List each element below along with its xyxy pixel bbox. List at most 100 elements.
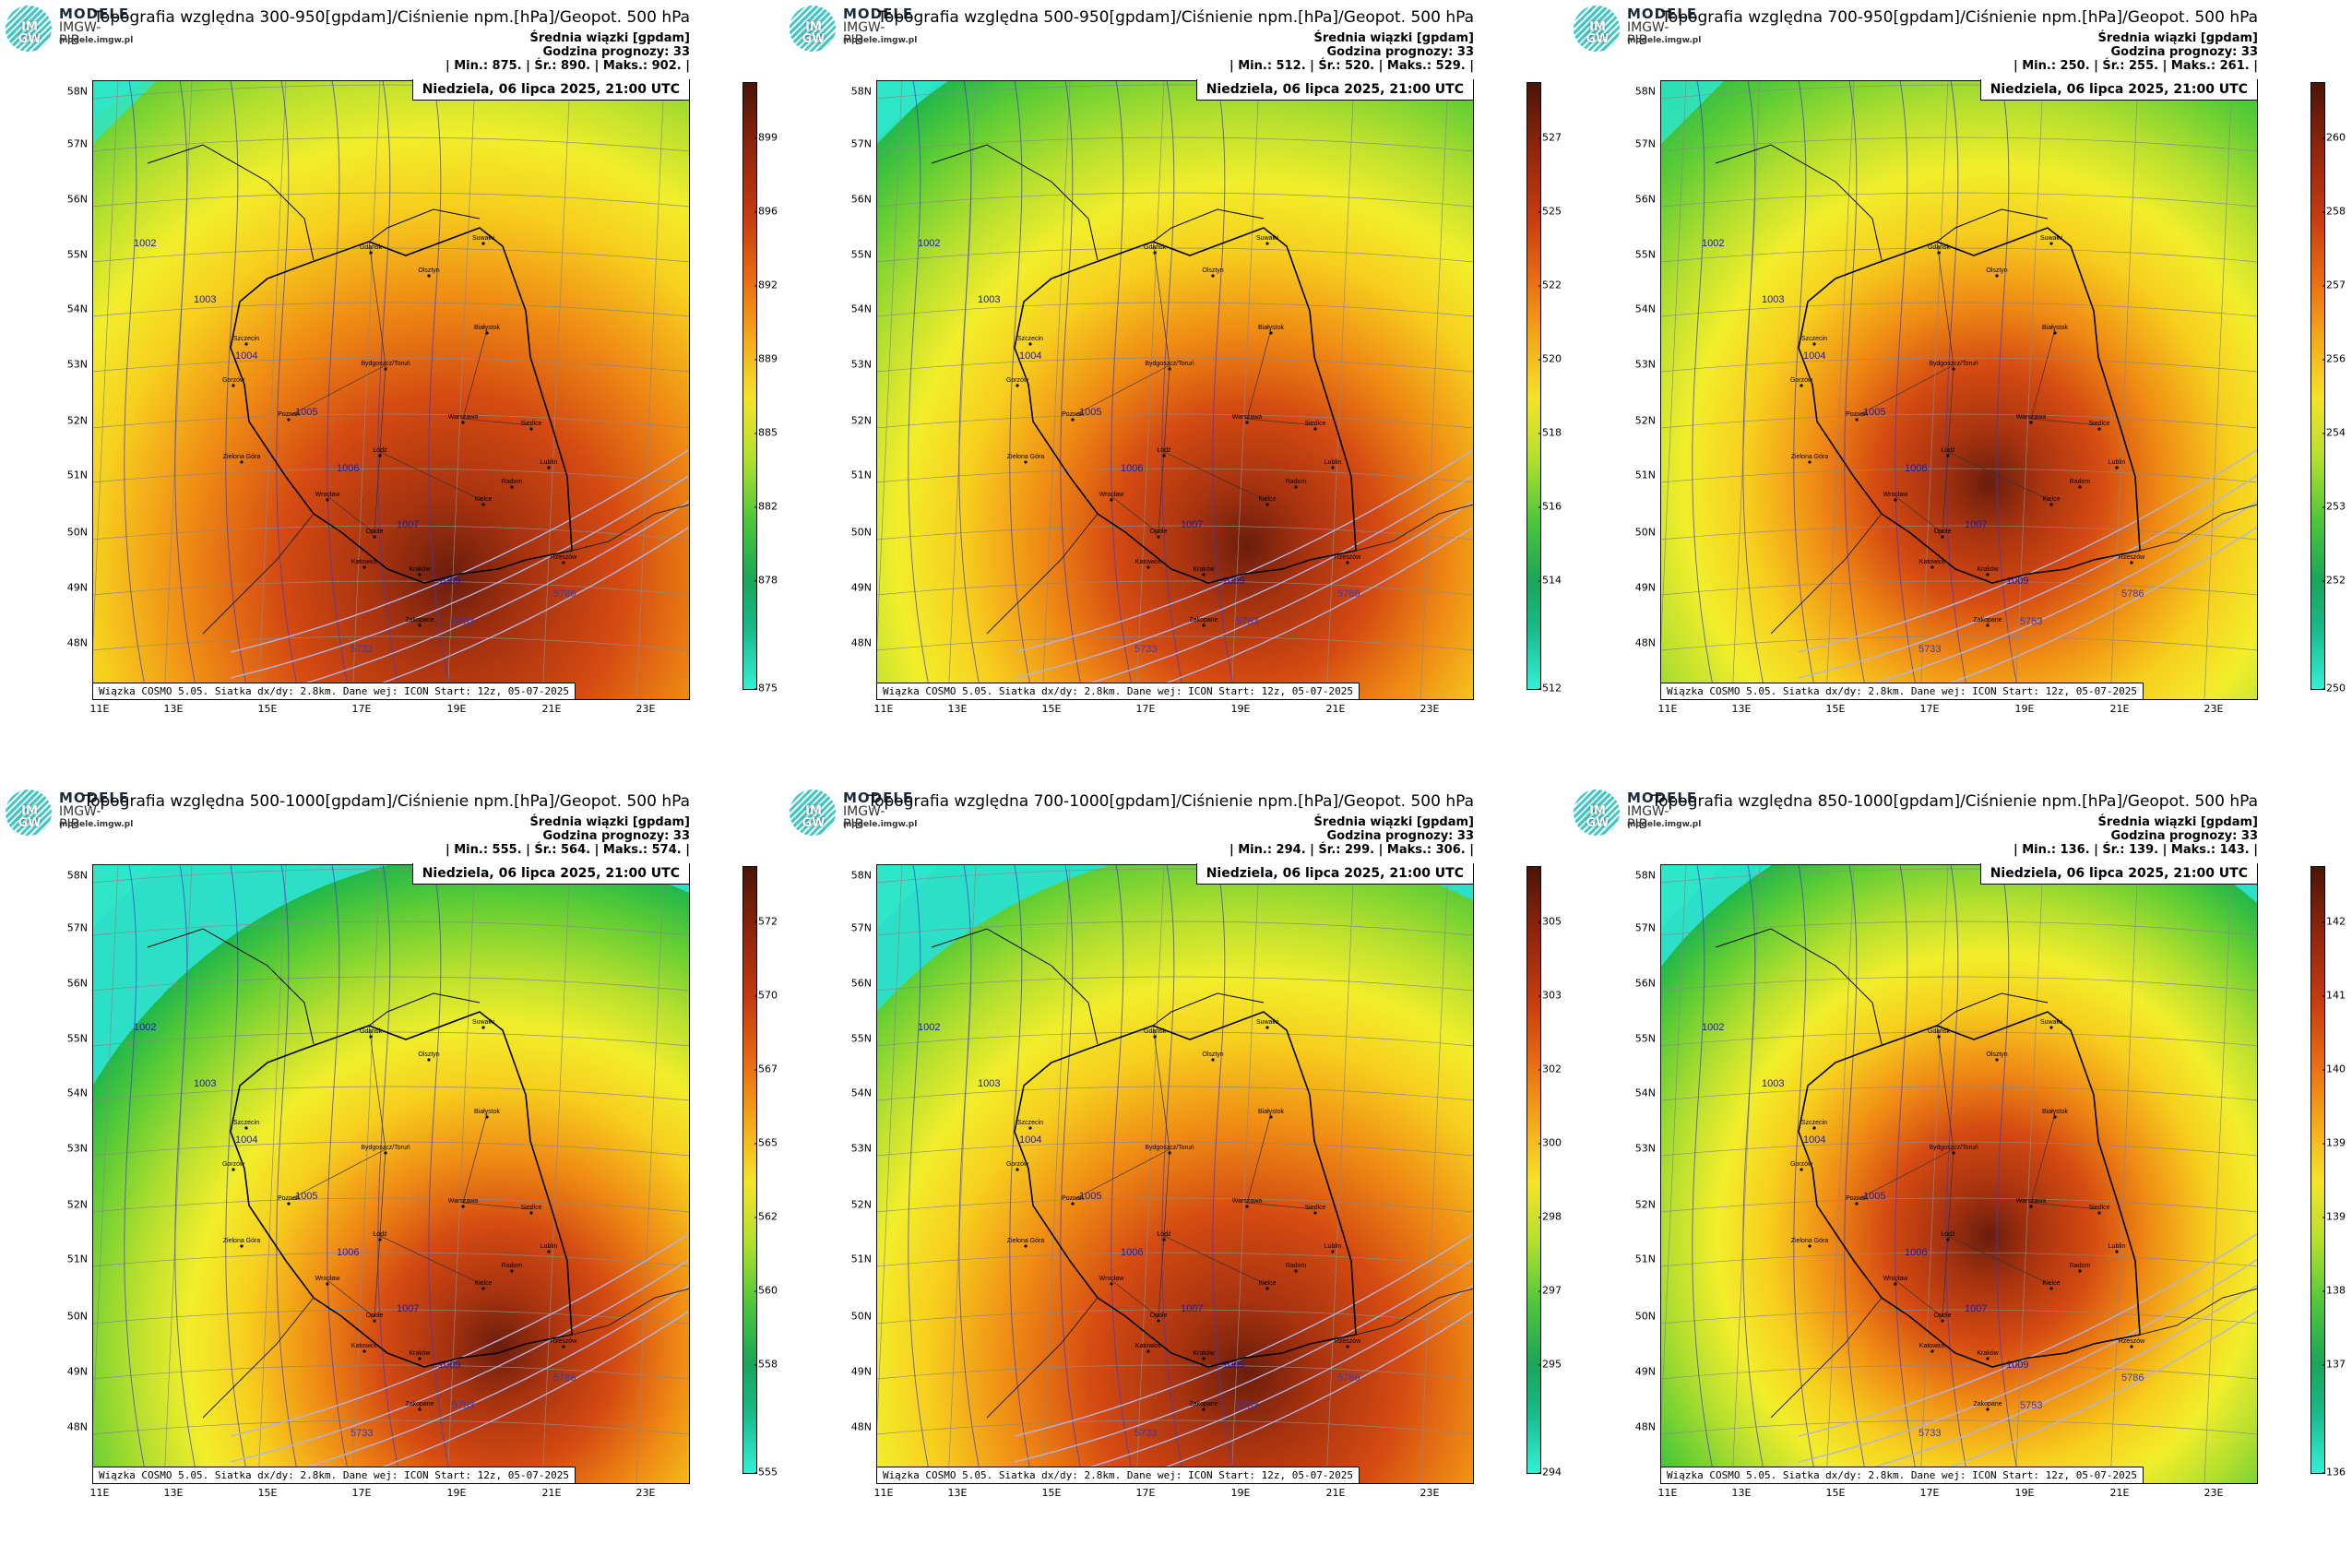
longitude-label: 21E (2109, 703, 2130, 715)
field-shading (1660, 80, 2258, 700)
city-label: Radom (502, 479, 523, 485)
geopotential-label: 5753 (452, 1400, 474, 1411)
city-label: Rzeszów (2119, 554, 2145, 561)
latitude-label: 50N (1634, 1310, 1656, 1323)
logo-initials: IM GW (1586, 20, 1610, 46)
city-marker (510, 485, 514, 489)
stats-label: | Min.: 294. | Śr.: 299. | Maks.: 306. | (1229, 843, 1474, 857)
model-info-footer: Wiązka COSMO 5.05. Siatka dx/dy: 2.8km. … (876, 1467, 1360, 1484)
forecast-map[interactable]: 1002 1003 1004 1005 1006 1007 1009 5733 5753 5786… (1660, 80, 2258, 700)
city-marker (1110, 1282, 1113, 1286)
city-marker (1986, 1408, 1990, 1411)
color-scale-tick: 303 (1538, 989, 1562, 1002)
latitude-label: 58N (850, 85, 872, 98)
city-marker (485, 331, 489, 335)
isobar-label: 1007 (1181, 1303, 1203, 1314)
city-label: Opole (366, 1313, 384, 1319)
geopotential-contour (1014, 1258, 1474, 1463)
forecast-map[interactable]: 1002 1003 1004 1005 1006 1007 1009 5733 5753 5786… (92, 864, 690, 1484)
latitude-label: 49N (850, 581, 872, 594)
latitude-label: 55N (850, 1032, 872, 1045)
color-scale-tick: 297 (1538, 1284, 1562, 1297)
coastline (931, 928, 1265, 1045)
latitude-gridline (92, 636, 690, 651)
latitude-label: 51N (66, 1253, 88, 1265)
city-marker (1294, 1269, 1298, 1273)
imgw-logo-icon (790, 790, 836, 836)
longitude-label: 15E (257, 1487, 278, 1499)
isobar-label: 1006 (1121, 463, 1143, 474)
isobar-label: 1009 (2006, 1360, 2028, 1371)
logo-url: modele.imgw.pl (1627, 820, 1702, 829)
city-label: Katowice (1135, 559, 1162, 565)
latitude-gridline (1660, 247, 2258, 263)
longitude-label: 17E (351, 1487, 372, 1499)
city-marker (481, 1026, 485, 1029)
city-label: Białystok (474, 325, 501, 331)
logo-initials: IM GW (802, 20, 826, 46)
latitude-gridline (92, 580, 690, 596)
color-scale-tick: 257 (2322, 279, 2346, 291)
city-label: Suwałki (1256, 1019, 1279, 1026)
latitude-gridline (92, 1420, 690, 1435)
forecast-map[interactable]: 1002 1003 1004 1005 1006 1007 1009 5733 5753 5786… (876, 80, 1474, 700)
city-marker (2049, 242, 2053, 245)
longitude-label: 19E (446, 703, 467, 715)
city-marker (378, 1238, 382, 1241)
latitude-gridline (1660, 636, 2258, 651)
isobar-line (1212, 80, 1237, 700)
isobar-line (908, 80, 932, 700)
latitude-gridline (876, 247, 1474, 263)
city-label: Katowice (351, 1343, 378, 1349)
isobar-label: 1005 (295, 1191, 317, 1202)
imgw-logo[interactable]: IM GW MODELE IMGW-PIB modele.imgw.pl (1574, 6, 1701, 52)
city-label: Siedlce (2089, 421, 2110, 427)
isobar-label: 1005 (1079, 1191, 1101, 1202)
voivodeship-border (1111, 1279, 1159, 1318)
geopotential-label: 5733 (1918, 1428, 1941, 1439)
voivodeship-border (379, 1148, 386, 1237)
imgw-logo[interactable]: IM GW MODELE IMGW-PIB modele.imgw.pl (1574, 790, 1701, 836)
color-scale-tick: 139 (2322, 1210, 2346, 1223)
isobar-line (1161, 80, 1186, 700)
panel-title: Topografia względna 700-950[gpdam]/Ciśni… (1661, 8, 2258, 27)
latitude-label: 55N (66, 248, 88, 261)
latitude-label: 53N (850, 358, 872, 371)
latitude-gridline (92, 1364, 690, 1380)
isobar-label: 1006 (337, 1247, 359, 1258)
imgw-logo[interactable]: IM GW MODELE IMGW-PIB modele.imgw.pl (790, 790, 917, 836)
isobar-label: 1003 (194, 294, 216, 305)
voivodeship-border (379, 451, 484, 502)
city-marker (1265, 1287, 1269, 1290)
city-marker (1265, 503, 1269, 506)
imgw-logo[interactable]: IM GW MODELE IMGW-PIB modele.imgw.pl (790, 6, 917, 52)
longitude-label: 11E (1657, 1487, 1678, 1499)
city-marker (1800, 384, 1803, 387)
voivodeship-border (1246, 1112, 1272, 1204)
city-marker (373, 1319, 376, 1323)
forecast-map[interactable]: 1002 1003 1004 1005 1006 1007 1009 5733 5753 5786… (1660, 864, 2258, 1484)
imgw-logo[interactable]: IM GW MODELE IMGW-PIB modele.imgw.pl (6, 6, 133, 52)
longitude-label: 13E (1731, 703, 1752, 715)
imgw-logo[interactable]: IM GW MODELE IMGW-PIB modele.imgw.pl (6, 790, 133, 836)
city-label: Kraków (1193, 566, 1215, 573)
coastline (1715, 144, 2049, 261)
city-marker (1028, 342, 1032, 346)
longitude-gridline (257, 80, 287, 700)
longitude-gridline (636, 80, 665, 700)
city-marker (2115, 1250, 2119, 1253)
geopotential-label: 5786 (553, 588, 576, 600)
latitude-label: 57N (850, 921, 872, 934)
city-marker (1265, 242, 1269, 245)
color-scale-tick: 882 (754, 500, 778, 513)
isobar-line (1212, 864, 1237, 1484)
logo-subtitle: IMGW-PIB (1627, 20, 1669, 48)
city-marker (384, 367, 387, 371)
field-corner-min (1660, 80, 1725, 145)
forecast-map[interactable]: 1002 1003 1004 1005 1006 1007 1009 5733 5753 5786… (92, 80, 690, 700)
isobar-line (1060, 80, 1085, 700)
forecast-map[interactable]: 1002 1003 1004 1005 1006 1007 1009 5733 5753 5786… (876, 864, 1474, 1484)
voivodeship-border (379, 1235, 484, 1286)
imgw-logo-icon (1574, 790, 1620, 836)
ensemble-mean-label: Średnia wiązki [gpdam] (2097, 31, 2258, 45)
